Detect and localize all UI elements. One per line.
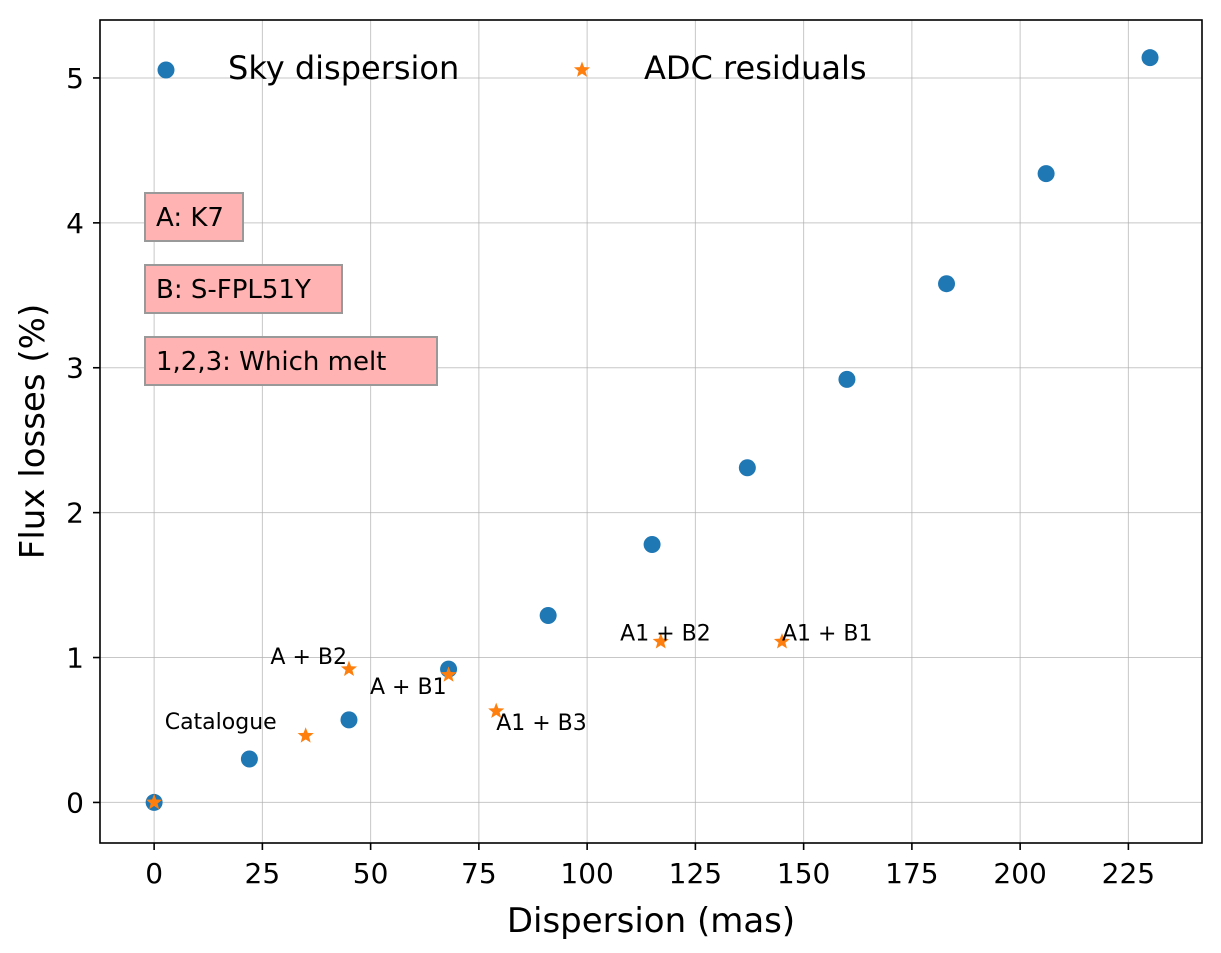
x-tick-label: 200	[993, 857, 1046, 890]
annotation-box	[144, 336, 438, 386]
data-series	[145, 49, 1159, 811]
x-tick-label: 175	[885, 857, 938, 890]
y-tick-label: 3	[66, 352, 84, 385]
point-annotation: A1 + B1	[782, 622, 873, 647]
legend-sky-marker	[157, 61, 175, 79]
y-tick-label: 5	[66, 62, 84, 95]
point-annotation: A + B1	[370, 675, 447, 700]
sky-dispersion-point	[240, 750, 258, 768]
sky-dispersion-point	[643, 536, 661, 554]
grid	[100, 20, 1202, 843]
annotation-box-label: A: K7	[156, 203, 224, 233]
sky-dispersion-point	[938, 275, 956, 293]
x-tick-label: 125	[669, 857, 722, 890]
point-annotations: Catalogue A + B2 A + B1 A1 + B3 A1 + B2 A1 + …	[165, 622, 873, 737]
annotation-box-label: 1,2,3: Which melt	[156, 347, 386, 377]
point-annotation: A1 + B3	[496, 711, 587, 736]
legend-sky-label: Sky dispersion	[228, 49, 459, 87]
legend-adc-label: ADC residuals	[644, 49, 867, 87]
adc-residual-point	[652, 633, 669, 649]
x-tick-label: 50	[353, 857, 389, 890]
y-tick-label: 1	[66, 642, 84, 675]
annotation-box	[144, 264, 343, 314]
x-tick-label: 225	[1102, 857, 1155, 890]
sky-dispersion-point	[1141, 49, 1159, 67]
legend-adc-marker	[573, 61, 591, 77]
point-annotation: Catalogue	[165, 710, 277, 735]
x-tick-label: 75	[461, 857, 497, 890]
sky-dispersion-point	[1037, 165, 1055, 183]
adc-residual-point	[773, 633, 791, 649]
sky-dispersion-point	[539, 607, 557, 625]
adc-residual-point	[340, 660, 358, 676]
adc-residual-point	[488, 702, 505, 719]
point-annotation: A + B2	[270, 645, 347, 670]
axis-ticks: 0 25 50 75 100 125 150 175 200 225 0 1 2 3 4 5	[66, 62, 1155, 890]
point-annotation: A1 + B2	[620, 622, 711, 647]
sky-dispersion-point	[738, 459, 756, 477]
y-tick-label: 0	[66, 786, 84, 819]
x-tick-label: 0	[145, 857, 163, 890]
x-tick-label: 150	[777, 857, 830, 890]
annotation-box-label: B: S-FPL51Y	[156, 275, 311, 305]
adc-residual-point	[297, 727, 314, 743]
annotation-boxes: A: K7 B: S-FPL51Y 1,2,3: Which melt	[144, 192, 438, 386]
plot-frame	[99, 19, 1203, 844]
y-tick-label: 4	[66, 207, 84, 240]
adc-residual-point	[440, 666, 457, 682]
legend: Sky dispersion ADC residuals	[157, 49, 867, 87]
sky-dispersion-point	[340, 711, 358, 729]
y-axis-title: Flux losses (%)	[13, 304, 53, 559]
annotation-box	[144, 192, 244, 242]
sky-dispersion-point	[838, 370, 856, 388]
x-tick-label: 100	[560, 857, 613, 890]
y-tick-label: 2	[66, 497, 84, 530]
x-tick-label: 25	[245, 857, 281, 890]
x-axis-title: Dispersion (mas)	[507, 901, 795, 941]
adc-residual-point	[146, 793, 163, 810]
